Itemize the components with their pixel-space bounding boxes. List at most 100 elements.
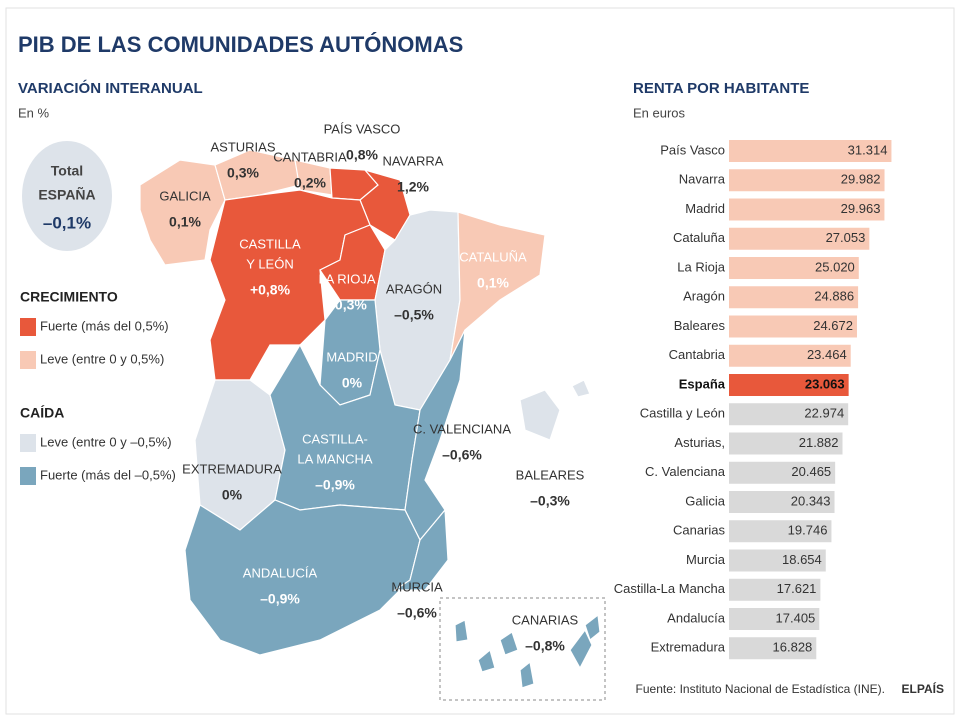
total-value: –0,1% [43, 213, 91, 232]
legend-label: Fuerte (más del 0,5%) [40, 318, 169, 333]
bar [729, 461, 836, 484]
category-label: Galicia [685, 493, 726, 508]
category-label: Navarra [679, 172, 726, 187]
region-name: CANARIAS [512, 612, 579, 627]
region-name: CANTABRIA [273, 149, 347, 164]
category-label: Cataluña [673, 230, 726, 245]
bar-title: RENTA POR HABITANTE [633, 80, 809, 97]
region-value: 1,2% [397, 179, 429, 195]
category-label: C. Valenciana [645, 464, 726, 479]
category-label: Madrid [685, 201, 725, 216]
bar [729, 578, 821, 601]
bar [729, 227, 870, 250]
region-value: –0,6% [442, 447, 482, 463]
value-label: 24.672 [813, 318, 853, 333]
legend-swatch [20, 434, 36, 452]
value-label: 29.982 [841, 172, 881, 187]
category-label: Aragón [683, 289, 725, 304]
value-label: 23.464 [807, 347, 847, 362]
source: Fuente: Instituto Nacional de Estadístic… [636, 682, 885, 696]
main-title: PIB DE LAS COMUNIDADES AUTÓNOMAS [18, 32, 463, 57]
total-label: ESPAÑA [38, 186, 95, 203]
legend-label: Leve (entre 0 y 0,5%) [40, 351, 164, 366]
value-label: 19.746 [788, 523, 828, 538]
region-name: GALICIA [159, 188, 211, 203]
category-label: Castilla-La Mancha [614, 581, 726, 596]
region [499, 631, 519, 656]
legend-swatch [20, 351, 36, 369]
region-name: ARAGÓN [386, 281, 442, 296]
region-name: PAÍS VASCO [324, 121, 401, 136]
region-name: MURCIA [391, 579, 443, 594]
region-name: EXTREMADURA [182, 461, 282, 476]
region-name: CATALUÑA [459, 249, 527, 264]
bar [729, 257, 859, 279]
region [139, 159, 226, 266]
category-label: Asturias, [674, 435, 725, 450]
region [584, 613, 601, 642]
region-value: +0,8% [250, 282, 291, 298]
region-name: CASTILLA- [302, 431, 368, 446]
bar [729, 549, 826, 572]
region-value: 0% [222, 487, 243, 503]
region [209, 189, 371, 381]
region-value: 0,1% [477, 275, 509, 291]
category-label: Baleares [674, 318, 726, 333]
category-label: La Rioja [677, 259, 725, 274]
region-value: –0,3% [327, 297, 367, 313]
value-label: 22.974 [804, 406, 844, 421]
region-value: –0,3% [530, 493, 570, 509]
bar [729, 198, 885, 221]
region-name: CASTILLA [239, 236, 301, 251]
region [519, 660, 535, 689]
value-label: 31.314 [848, 142, 888, 157]
map-labels: GALICIA 0,1% ASTURIAS 0,3% CANTABRIA 0,2% PAÍS… [20, 121, 585, 654]
map-subtitle: En % [18, 105, 50, 120]
value-label: 21.882 [799, 435, 839, 450]
total-label: Total [51, 163, 83, 179]
region-name: C. VALENCIANA [413, 421, 511, 436]
region [449, 211, 546, 361]
region [359, 168, 411, 241]
category-label: País Vasco [660, 142, 725, 157]
bar [729, 432, 843, 455]
region-name: ANDALUCÍA [243, 565, 318, 580]
map-title: VARIACIÓN INTERANUAL [18, 79, 203, 97]
category-label: Canarias [673, 523, 726, 538]
bar [729, 520, 832, 543]
bar-subtitle: En euros [633, 105, 686, 120]
category-label: Murcia [686, 552, 726, 567]
category-label: Extremadura [651, 640, 726, 655]
value-label: 20.465 [791, 464, 831, 479]
region-value: 0,3% [227, 165, 259, 181]
region-name: BALEARES [516, 467, 585, 482]
category-label: Castilla y León [640, 406, 725, 421]
region-value: 0,1% [169, 214, 201, 230]
region [404, 329, 466, 542]
legend-label: Fuerte (más del –0,5%) [40, 467, 176, 482]
legend-label: Leve (entre 0 y –0,5%) [40, 434, 172, 449]
total-badge [22, 141, 112, 251]
bar [729, 344, 851, 367]
bar [729, 374, 849, 396]
category-label: Andalucía [667, 610, 726, 625]
value-label: 16.828 [773, 640, 813, 655]
map [139, 149, 601, 689]
bar [729, 286, 859, 309]
legend-title: CAÍDA [20, 405, 64, 421]
canarias-inset [439, 597, 606, 701]
region [393, 508, 449, 591]
bar [729, 403, 849, 426]
region-name: ASTURIAS [210, 139, 275, 154]
region [569, 628, 593, 670]
category-label: España [679, 376, 726, 391]
category-label: Cantabria [669, 347, 726, 362]
region-value: –0,5% [394, 307, 434, 323]
value-label: 18.654 [782, 552, 822, 567]
region-value: –0,9% [260, 591, 300, 607]
region-name: MADRID [326, 349, 377, 364]
region-value: 0% [342, 375, 363, 391]
